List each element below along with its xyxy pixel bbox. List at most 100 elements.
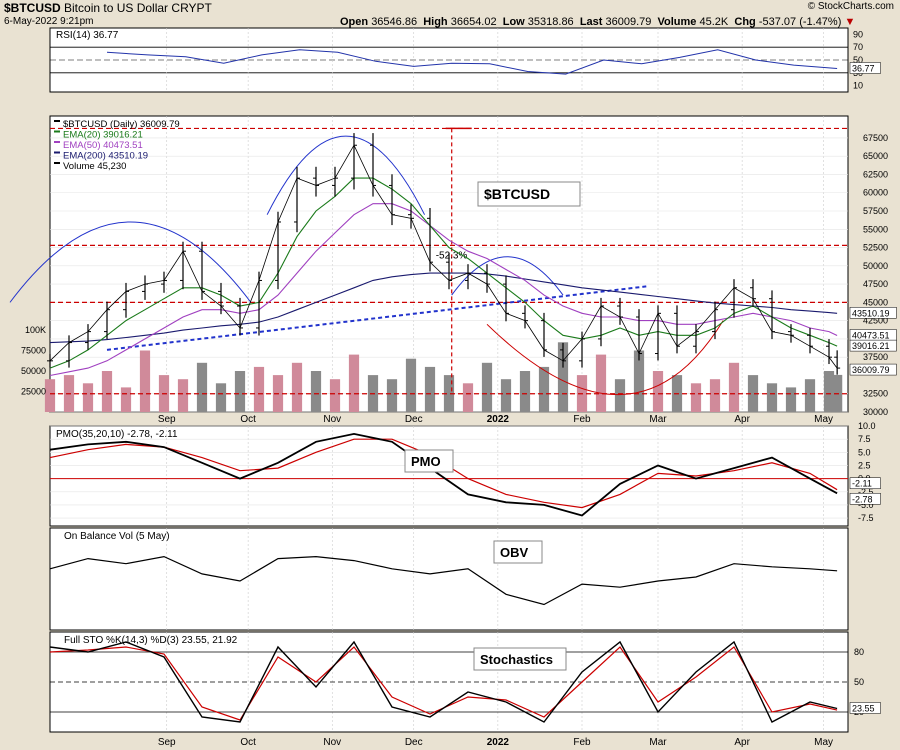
volume-bar [500, 379, 512, 412]
volume-bar [215, 383, 227, 412]
watermark: © StockCharts.com [807, 1, 894, 12]
high-label: High [423, 16, 448, 28]
volume-bar [519, 371, 531, 412]
obv-legend: On Balance Vol (5 May) [64, 531, 170, 542]
price-legend-entry: EMA(20) 39016.21 [63, 130, 143, 141]
volume-bar [462, 383, 474, 412]
rounding-arc-left [9, 221, 252, 303]
volume-bar [633, 350, 645, 412]
volume-bar [310, 371, 322, 412]
sto-panel-label: Stochastics [480, 652, 553, 667]
price-last-value-box [849, 363, 897, 376]
legend-swatch [54, 141, 60, 143]
volume-bar [823, 371, 835, 412]
bottom-month-label: Nov [323, 737, 341, 748]
month-label: Feb [573, 414, 591, 425]
chg-value: -537.07 (-1.47%) [758, 16, 842, 28]
pmo-last-value: -2.78 [852, 494, 873, 504]
legend-swatch [54, 130, 60, 133]
price-tick-label: 32500 [863, 389, 888, 399]
month-label: Dec [405, 414, 423, 425]
down-arrow-icon: ▼ [844, 16, 856, 28]
sto-k-line [49, 640, 838, 723]
price-last-value: 36009.79 [852, 365, 890, 375]
rsi-last-value: 36.77 [852, 63, 875, 73]
sto-tick-label: 80 [854, 647, 864, 657]
pmo-label-box [404, 449, 454, 473]
obv-panel-label: OBV [500, 545, 529, 560]
price-tick-label: 50000 [863, 261, 888, 271]
price-last-value: 40473.51 [852, 330, 890, 340]
volume-bar [196, 362, 208, 412]
bottom-month-label: 2022 [487, 737, 510, 748]
bottom-month-label: Oct [240, 737, 256, 748]
last-value: 36009.79 [605, 16, 652, 28]
volume-bar [329, 379, 341, 412]
pmo-panel-label: PMO [411, 454, 441, 469]
bottom-month-label: Dec [405, 737, 423, 748]
volume-bar [386, 379, 398, 412]
high-value: 36654.02 [450, 16, 497, 28]
bottom-month-label: Feb [573, 737, 591, 748]
price-tick-label: 65000 [863, 151, 888, 161]
pmo-line [49, 432, 838, 517]
volume-bar [595, 354, 607, 412]
price-legend-entry: Volume 45,230 [63, 161, 126, 172]
pmo-signal-last-value-box [849, 477, 881, 489]
price-last-value-box [849, 339, 897, 352]
pmo-tick-label: -7.5 [858, 513, 874, 523]
price-last-value: 39016.21 [852, 341, 890, 351]
price-legend-entry: EMA(50) 40473.51 [63, 140, 143, 151]
pmo-tick-label: 10.0 [858, 421, 876, 431]
volume-bar [538, 366, 550, 412]
volume-bar [405, 358, 417, 412]
obv-label-box [493, 540, 543, 564]
price-tick-label: 57500 [863, 206, 888, 216]
price-panel-label: $BTCUSD [484, 186, 550, 202]
price-last-value: 43510.19 [852, 308, 890, 318]
volume-tick-label: 25000 [21, 387, 46, 397]
volume-bar [614, 379, 626, 412]
rsi-tick-label: 10 [853, 81, 863, 91]
volume-bar [120, 387, 132, 412]
sto-last-value-box [849, 702, 881, 714]
month-label: Oct [240, 414, 256, 425]
volume-bar [424, 366, 436, 412]
chg-label: Chg [734, 16, 756, 28]
rsi-last-value-box [849, 62, 881, 74]
instrument-name: Bitcoin to US Dollar [64, 1, 169, 15]
volume-value: 45.2K [699, 16, 729, 28]
rounding-arc-right [451, 256, 564, 296]
price-tick-label: 30000 [863, 407, 888, 417]
rsi-tick-label: 90 [853, 29, 863, 39]
rsi-legend: RSI(14) 36.77 [56, 30, 119, 41]
price-tick-label: 45000 [863, 297, 888, 307]
pmo-tick-label: 2.5 [858, 460, 871, 470]
month-label: Mar [649, 414, 667, 425]
volume-bar [709, 379, 721, 412]
volume-tick-label: 50000 [21, 366, 46, 376]
bottom-month-label: May [814, 737, 833, 748]
pmo-panel-frame [49, 425, 849, 527]
month-label: May [814, 414, 833, 425]
chart-title: $BTCUSD Bitcoin to US Dollar CRYPT [4, 1, 212, 15]
volume-bar [690, 383, 702, 412]
bottom-month-label: Sep [158, 737, 176, 748]
volume-bar [728, 362, 740, 412]
volume-bar [557, 342, 569, 412]
volume-bar [291, 362, 303, 412]
volume-bar [766, 383, 778, 412]
price-legend-entry: EMA(200) 43510.19 [63, 151, 148, 162]
price-close-line [49, 144, 838, 369]
price-tick-label: 52500 [863, 243, 888, 253]
month-label: 2022 [487, 414, 510, 425]
open-label: Open [340, 16, 369, 28]
price-tick-label: 62500 [863, 169, 888, 179]
bottom-month-label: Apr [734, 737, 750, 748]
sto-legend: Full STO %K(14,3) %D(3) 23.55, 21.92 [64, 635, 238, 646]
volume-bar [44, 379, 56, 412]
sto-last-value: 23.55 [852, 703, 875, 713]
volume-bar [804, 379, 816, 412]
bottom-month-label: Mar [649, 737, 667, 748]
